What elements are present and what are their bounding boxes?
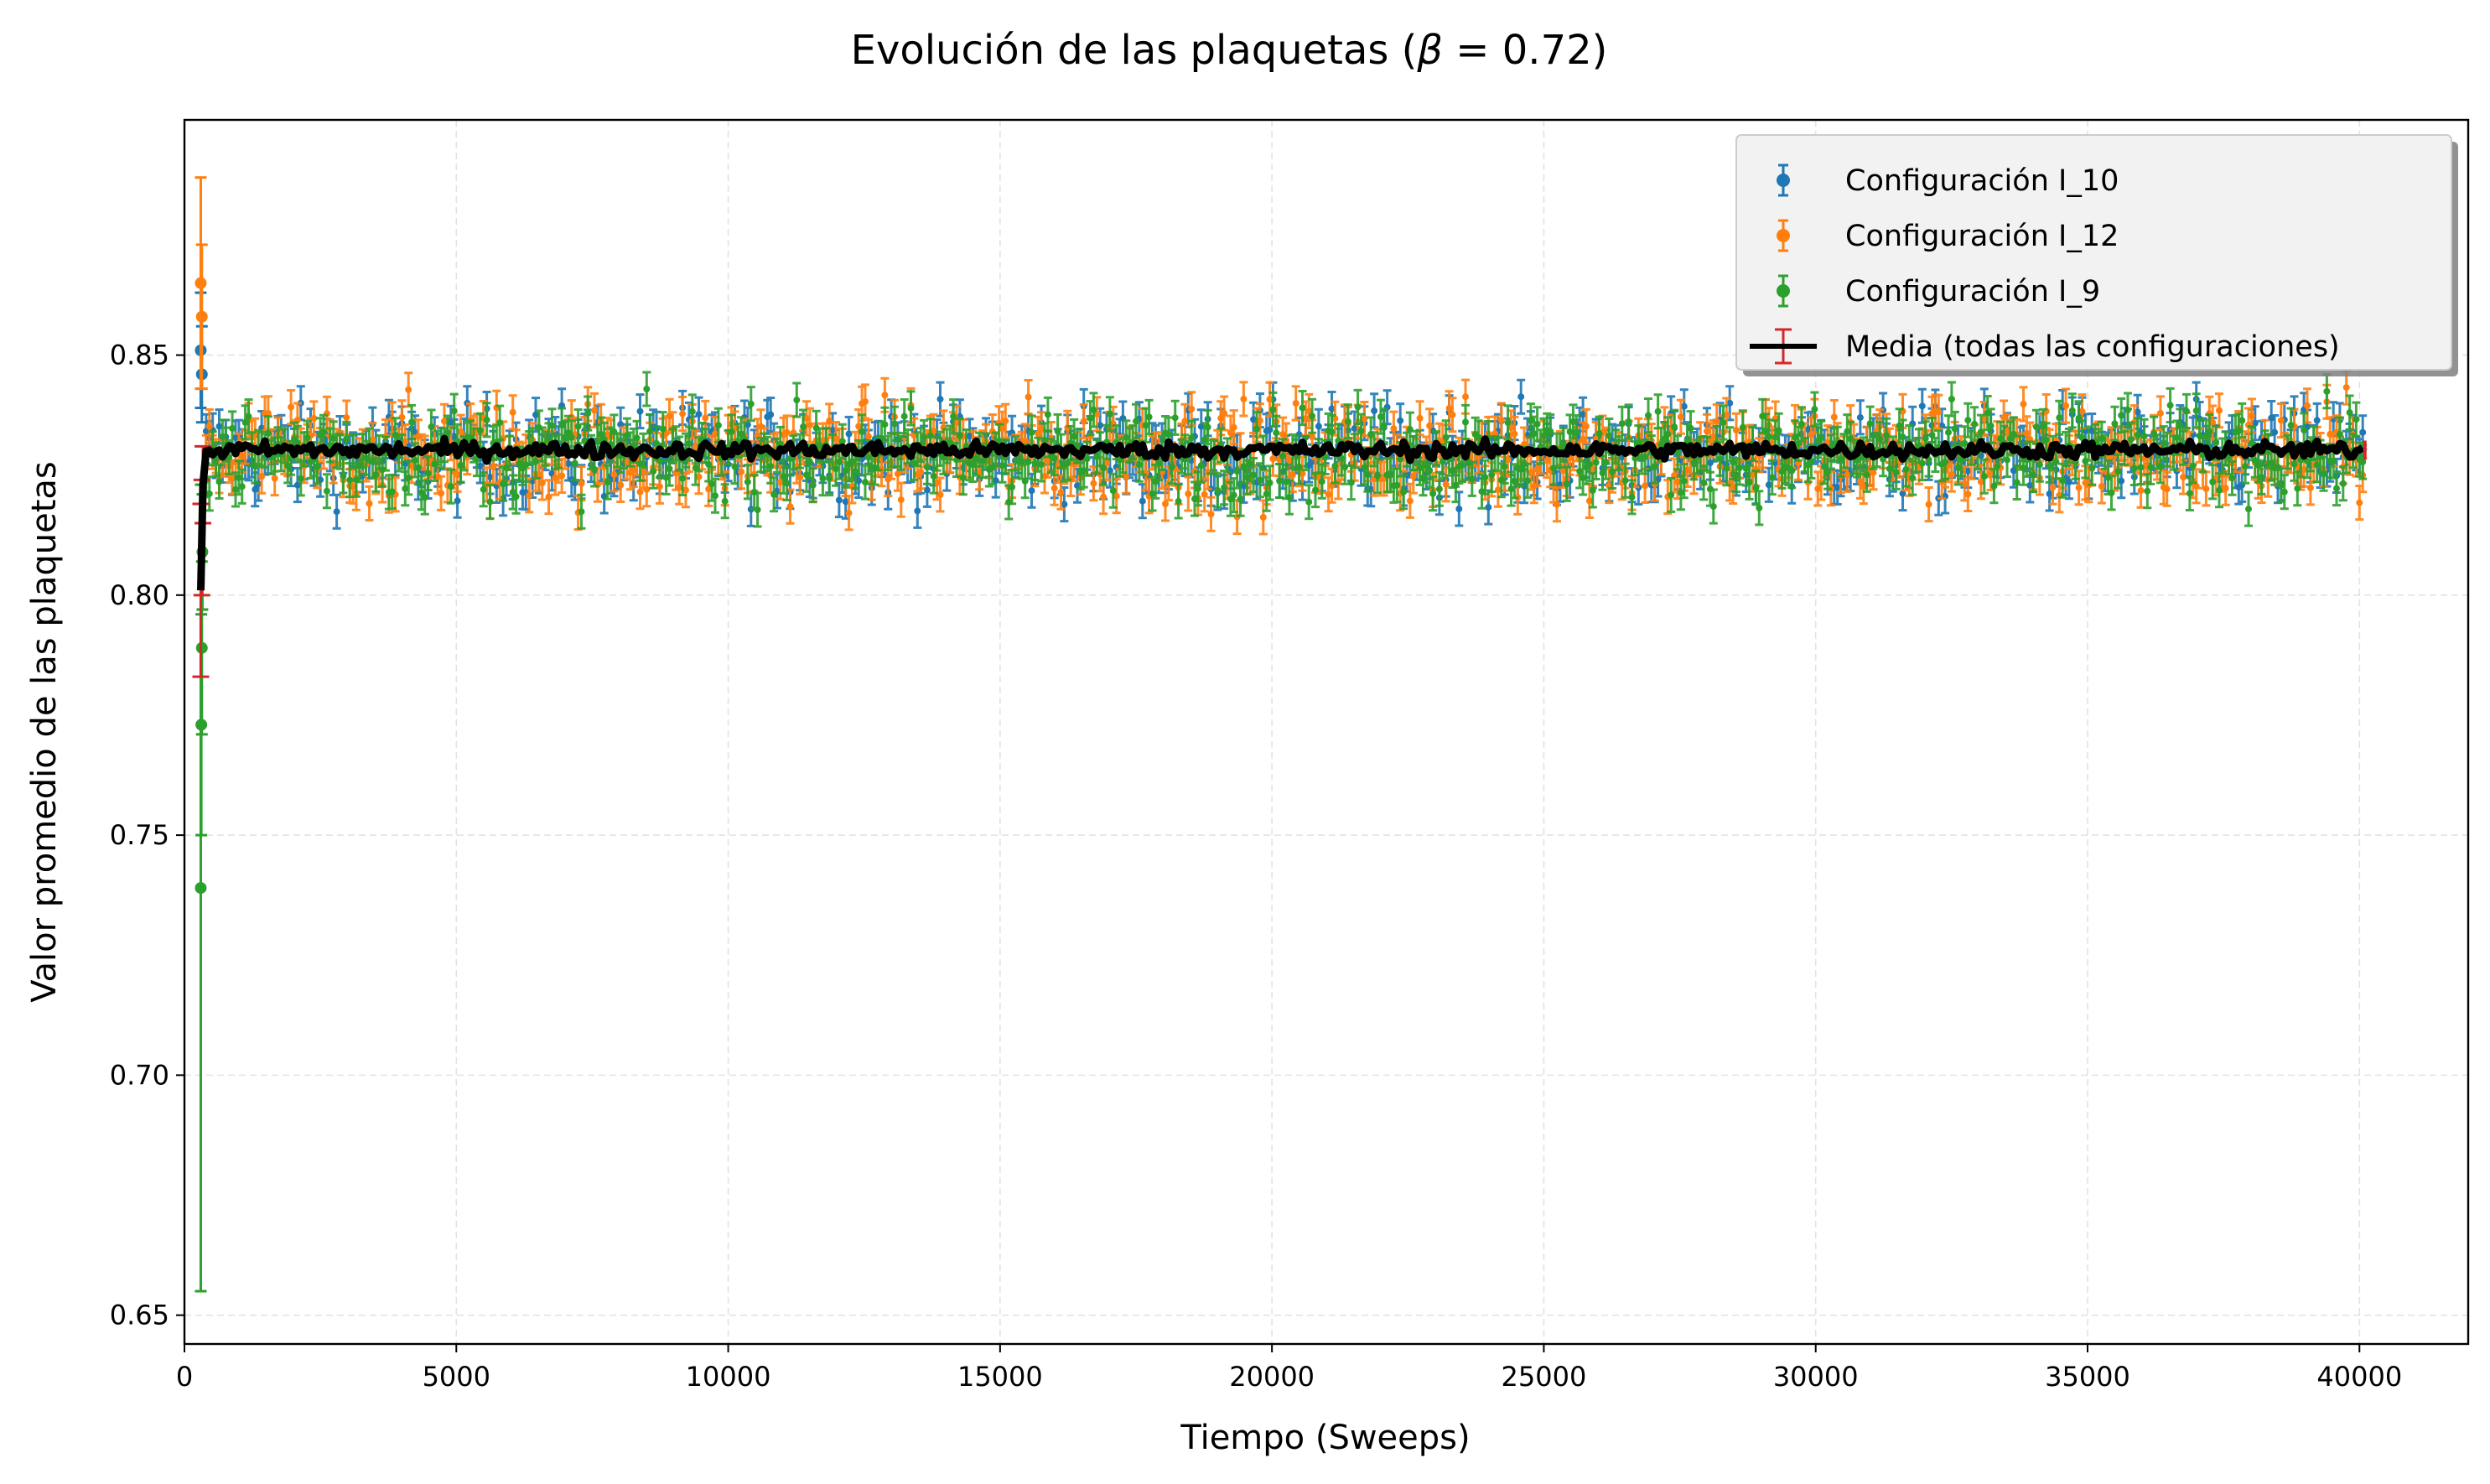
y-tick-label: 0.85 — [110, 340, 169, 371]
legend-box — [1735, 134, 2452, 371]
mean-line — [197, 434, 2365, 591]
grid — [184, 120, 2468, 1344]
x-tick-label: 30000 — [1773, 1361, 1859, 1393]
x-tick-label: 25000 — [1502, 1361, 1587, 1393]
legend-item: Media (todas las configuraciones) — [1750, 328, 2340, 365]
x-tick-label: 5000 — [423, 1361, 490, 1393]
legend-item: Configuración I_9 — [1777, 274, 2100, 309]
x-tick-label: 20000 — [1229, 1361, 1315, 1393]
legend-label: Configuración I_10 — [1845, 164, 2119, 198]
legend-item: Configuración I_12 — [1777, 219, 2119, 253]
y-tick-label: 0.80 — [110, 579, 169, 611]
x-tick-label: 40000 — [2316, 1361, 2402, 1393]
legend-label: Configuración I_12 — [1845, 220, 2119, 253]
x-tick-label: 0 — [176, 1361, 193, 1393]
legend-marker-dot — [1777, 229, 1790, 242]
series-mean — [192, 434, 2367, 678]
legend-label: Media (todas las configuraciones) — [1845, 330, 2340, 364]
initial-point — [195, 882, 207, 895]
legend-marker-dot — [1777, 174, 1790, 187]
chart-title: Evolución de las plaquetas (β = 0.72) — [851, 27, 1608, 74]
legend-label: Configuración I_9 — [1845, 275, 2100, 309]
plot-frame — [183, 118, 2470, 1346]
x-tick-label: 35000 — [2045, 1361, 2130, 1393]
legend-marker-dot — [1777, 284, 1790, 298]
x-tick-label: 10000 — [686, 1361, 771, 1393]
legend: Configuración I_10 Configuración I_12 Conf… — [1735, 134, 2458, 376]
axis-ticks: 0 5000 10000 15000 20000 25000 30000 35000 40000… — [110, 340, 2402, 1393]
plot-data — [192, 176, 2368, 1293]
initial-point — [195, 310, 208, 323]
x-tick-label: 15000 — [957, 1361, 1043, 1393]
y-tick-label: 0.70 — [110, 1059, 169, 1091]
x-axis-label: Tiempo (Sweeps) — [1180, 1419, 1470, 1457]
y-tick-label: 0.75 — [110, 819, 169, 851]
legend-item: Configuración I_10 — [1777, 163, 2119, 198]
y-tick-label: 0.65 — [110, 1300, 169, 1331]
y-axis-label: Valor promedio de las plaquetas — [25, 461, 64, 1003]
